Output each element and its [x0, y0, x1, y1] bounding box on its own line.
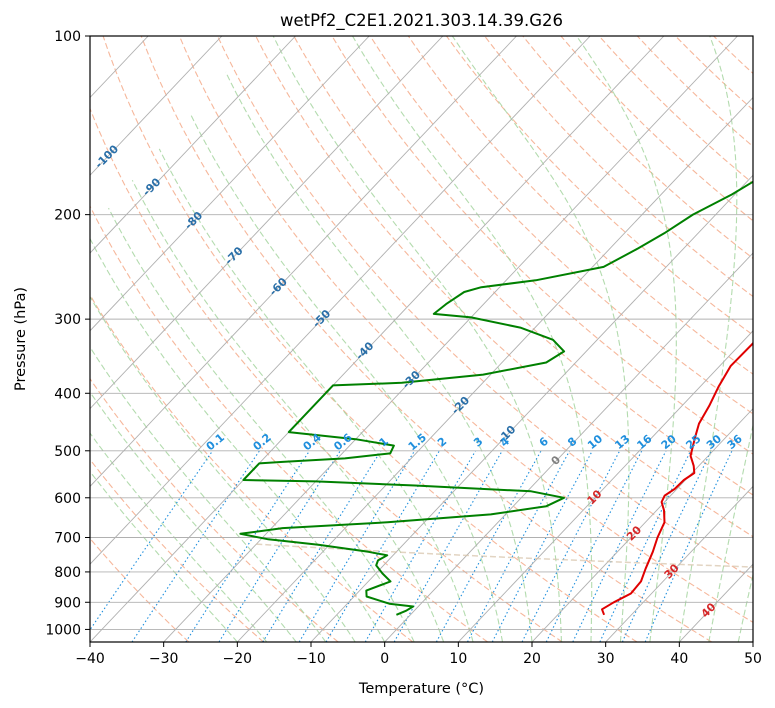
isotherm-line: [605, 485, 753, 642]
mixing-ratio-line: [467, 450, 571, 642]
moist-adiabat: [708, 422, 753, 642]
y-axis-ticks: 100 200 300 400 500 600 700 800 900 1000: [45, 29, 90, 638]
dry-adiabat: [90, 458, 264, 642]
x-axis-label: Temperature (°C): [358, 681, 484, 697]
moist-adiabat: [90, 237, 386, 642]
dry-adiabat: [522, 36, 753, 260]
y-tick-label: 700: [54, 531, 81, 547]
lcl-curve-line: [256, 543, 753, 568]
isotherm-line: [90, 36, 370, 332]
plot-frame: [89, 35, 754, 643]
mixing-ratio-line: [435, 450, 542, 642]
dry-adiabat: [102, 36, 638, 642]
profile-series: [239, 180, 753, 616]
x-tick-label: 10: [449, 651, 467, 667]
mixing-ratio-line: [298, 450, 416, 642]
isotherm-line: [310, 174, 753, 642]
mixing-ratio-line: [621, 450, 712, 642]
x-tick-label: −40: [75, 651, 105, 667]
x-tick-label: 30: [597, 651, 615, 667]
mixing-ratio-line: [644, 450, 733, 642]
moist-adiabat: [352, 36, 593, 642]
isotherm-line: [90, 36, 444, 410]
dry-adiabat: [140, 36, 712, 642]
dry-adiabat: [293, 36, 753, 496]
dry-adiabat: [331, 36, 753, 455]
moist-adiabat: [678, 36, 738, 642]
x-tick-label: −10: [296, 651, 326, 667]
dry-adiabat: [407, 36, 753, 375]
mixing-ratio-line: [393, 450, 503, 642]
x-tick-label: −30: [149, 651, 179, 667]
dry-adiabat: [217, 36, 753, 580]
isotherm-line: [163, 36, 738, 642]
isotherm-line: [531, 407, 753, 642]
dry-adiabat: [484, 36, 753, 298]
isotherm-line: [237, 96, 753, 642]
y-tick-label: 300: [54, 312, 81, 328]
y-tick-label: 900: [54, 595, 81, 611]
x-axis-ticks: −40 −30 −20 −10 0 10 20 30 40 50: [75, 642, 762, 667]
dry-adiabat: [636, 36, 753, 148]
moist-adiabat: [576, 36, 677, 642]
lcl-curve: [256, 543, 753, 568]
isotherm-line: [90, 36, 296, 254]
x-tick-label: 40: [670, 651, 688, 667]
y-axis-label: Pressure (hPa): [13, 287, 29, 391]
y-tick-label: 400: [54, 386, 81, 402]
temperature-profile-line: [601, 341, 753, 616]
y-tick-label: 200: [54, 208, 81, 224]
x-tick-label: 20: [523, 651, 541, 667]
mixing-ratio-line: [572, 450, 667, 642]
moist-adiabat: [90, 295, 356, 642]
chart-title: wetPf2_C2E1.2021.303.14.39.G26: [280, 11, 563, 31]
plot-content: -100-90-80-70-60-50-40-30-20-10010203040…: [90, 36, 753, 642]
moist-adiabat: [189, 113, 504, 642]
dry-adiabat: [90, 537, 190, 642]
moist-adiabat: [108, 207, 415, 642]
dry-adiabat: [560, 36, 753, 222]
isotherm-line: [90, 36, 665, 642]
dry-adiabat: [598, 36, 753, 185]
y-tick-label: 500: [54, 444, 81, 460]
mixing-ratio-line: [364, 450, 477, 642]
isotherm-line: [90, 36, 517, 488]
dry-adiabat: [369, 36, 753, 415]
x-tick-label: 0: [380, 651, 389, 667]
mixing-ratio-line: [599, 450, 692, 642]
mixing-ratio-line: [218, 450, 341, 642]
y-tick-label: 100: [54, 29, 81, 45]
isotherm-line: [384, 252, 753, 642]
y-tick-label: 1000: [45, 622, 81, 638]
moist-adiabat: [272, 36, 563, 642]
moist-adiabat: [451, 36, 630, 642]
mixing-ratio-line: [262, 450, 382, 642]
isotherm-gridlines: [90, 36, 753, 642]
moist-adiabats: [90, 36, 753, 642]
dry-adiabat: [446, 36, 753, 336]
x-tick-label: −20: [223, 651, 253, 667]
dry-adiabat: [178, 36, 753, 623]
isotherm-line: [458, 330, 753, 642]
y-tick-label: 800: [54, 565, 81, 581]
mixing-ratio-lines: [90, 450, 733, 642]
isotherm-line: [90, 36, 223, 176]
y-tick-label: 600: [54, 491, 81, 507]
dewpoint-profile-line: [239, 180, 753, 616]
dry-adiabats: [90, 36, 753, 642]
mixing-ratio-line: [90, 450, 214, 631]
isotherm-line: [90, 36, 591, 565]
moist-adiabat: [90, 432, 268, 642]
moist-adiabat: [90, 346, 327, 642]
x-tick-label: 50: [744, 651, 762, 667]
mixing-ratio-line: [325, 450, 440, 642]
dry-adiabat: [90, 107, 563, 642]
